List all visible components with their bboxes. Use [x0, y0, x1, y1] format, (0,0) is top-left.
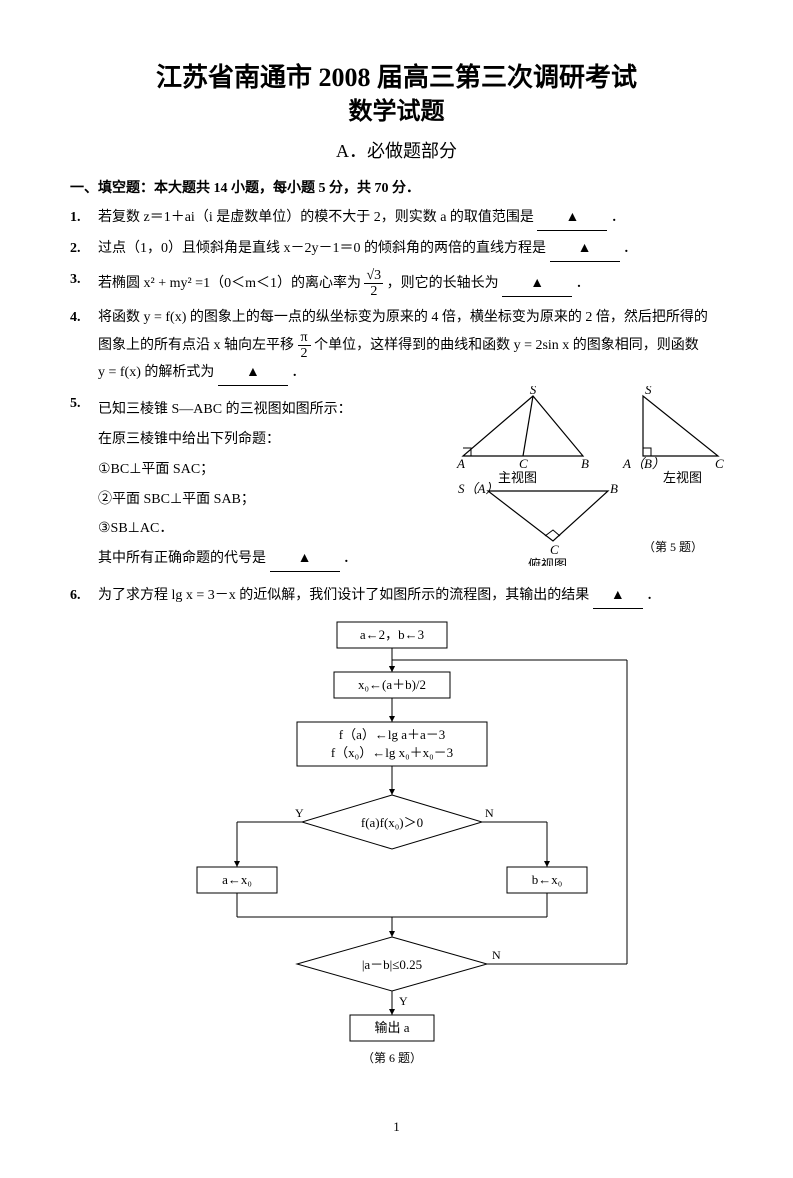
q6-post: ． [646, 588, 660, 603]
q5-tail-a: 其中所有正确命题的代号是 [98, 551, 266, 566]
q4-frac-top: π [298, 330, 311, 346]
svg-text:输出 a: 输出 a [374, 1020, 409, 1035]
q2-post: ． [623, 241, 637, 256]
q1-num: 1. [70, 206, 98, 231]
svg-text:B: B [610, 481, 618, 496]
doc-title: 江苏省南通市 2008 届高三第三次调研考试 [70, 60, 723, 96]
svg-text:C: C [550, 542, 559, 557]
q4-line2a: 图象上的所有点沿 x 轴向左平移 [98, 338, 298, 353]
q5-figure: S A C B 主视图 S A（B） C 左视图 [433, 386, 733, 575]
svg-text:C: C [715, 456, 724, 471]
question-5: 5. 已知三棱锥 S—ABC 的三视图如图所示： 在原三棱锥中给出下列命题： ①… [70, 392, 723, 578]
q4-line1: 将函数 y = f(x) 的图象上的每一点的纵坐标变为原来的 4 倍，横坐标变为… [98, 306, 723, 330]
q2-blank: ▲ [550, 237, 620, 262]
flowchart: a←2，b←3 x₀←(a＋b)/2 f（a）←lg a＋a－3 f（x₀）←l… [70, 617, 723, 1086]
question-1: 1. 若复数 z＝1＋ai（i 是虚数单位）的模不大于 2，则实数 a 的取值范… [70, 206, 723, 231]
svg-text:A（B）: A（B） [622, 456, 665, 471]
q4-num: 4. [70, 306, 98, 386]
svg-text:B: B [581, 456, 589, 471]
svg-text:Y: Y [295, 806, 304, 820]
q3-num: 3. [70, 268, 98, 300]
svg-text:S: S [530, 386, 537, 397]
svg-text:f(a)f(x₀)＞0: f(a)f(x₀)＞0 [360, 815, 422, 830]
q2-num: 2. [70, 237, 98, 262]
question-6: 6. 为了求方程 lg x = 3－x 的近似解，我们设计了如图所示的流程图，其… [70, 584, 723, 609]
svg-text:S: S [645, 386, 652, 397]
q3-pre: 若椭圆 x² + my² =1（0＜m＜1）的离心率为 [98, 276, 364, 291]
svg-text:主视图: 主视图 [498, 470, 537, 485]
q5-blank: ▲ [270, 547, 340, 572]
svg-text:f（a）←lg a＋a－3: f（a）←lg a＋a－3 [338, 727, 445, 742]
q2-text: 过点（1，0）且倾斜角是直线 x－2y－1＝0 的倾斜角的两倍的直线方程是 [98, 241, 546, 256]
svg-text:|a－b|≤0.25: |a－b|≤0.25 [361, 957, 421, 972]
flowchart-svg: a←2，b←3 x₀←(a＋b)/2 f（a）←lg a＋a－3 f（x₀）←l… [137, 617, 657, 1077]
q3-frac-top: √3 [364, 268, 383, 284]
question-2: 2. 过点（1，0）且倾斜角是直线 x－2y－1＝0 的倾斜角的两倍的直线方程是… [70, 237, 723, 262]
svg-text:N: N [492, 948, 501, 962]
q6-blank: ▲ [593, 584, 643, 609]
section1-instruction: 一、填空题：本大题共 14 小题，每小题 5 分，共 70 分． [70, 177, 723, 201]
svg-text:b←x₀: b←x₀ [531, 872, 562, 887]
q4-post: ． [291, 365, 305, 380]
q4-line3: y = f(x) 的解析式为 [98, 365, 214, 380]
q6-caption: （第 6 题） [361, 1051, 421, 1065]
doc-subtitle: 数学试题 [70, 96, 723, 130]
three-view-svg: S A C B 主视图 S A（B） C 左视图 [433, 386, 733, 566]
q5-caption: （第 5 题） [643, 540, 703, 554]
svg-text:S（A）: S（A） [458, 481, 498, 496]
q1-text: 若复数 z＝1＋ai（i 是虚数单位）的模不大于 2，则实数 a 的取值范围是 [98, 210, 534, 225]
svg-text:N: N [485, 806, 494, 820]
q4-blank: ▲ [218, 361, 288, 386]
section-a-label: A．必做题部分 [70, 136, 723, 167]
page-number: 1 [70, 1116, 723, 1138]
q3-blank: ▲ [502, 272, 572, 297]
q1-post: ． [611, 210, 625, 225]
q4-frac-bot: 2 [298, 346, 311, 361]
q1-blank: ▲ [537, 206, 607, 231]
q6-pre: 为了求方程 lg x = 3－x 的近似解，我们设计了如图所示的流程图，其输出的… [98, 588, 589, 603]
question-3: 3. 若椭圆 x² + my² =1（0＜m＜1）的离心率为 √3 2 ，则它的… [70, 268, 723, 300]
svg-text:Y: Y [399, 994, 408, 1008]
q3-mid: ，则它的长轴长为 [387, 276, 499, 291]
q5-tail-b: ． [343, 551, 357, 566]
svg-text:左视图: 左视图 [663, 470, 702, 485]
q5-num: 5. [70, 392, 98, 578]
q4-line2b: 个单位，这样得到的曲线和函数 y = 2sin x 的图象相同，则函数 [314, 338, 699, 353]
q3-frac-bot: 2 [364, 284, 383, 299]
q3-post: ． [576, 276, 590, 291]
svg-text:C: C [519, 456, 528, 471]
svg-text:俯视图: 俯视图 [528, 557, 567, 566]
question-4: 4. 将函数 y = f(x) 的图象上的每一点的纵坐标变为原来的 4 倍，横坐… [70, 306, 723, 386]
svg-text:a←2，b←3: a←2，b←3 [359, 627, 423, 642]
svg-text:x₀←(a＋b)/2: x₀←(a＋b)/2 [357, 677, 425, 692]
q6-num: 6. [70, 584, 98, 609]
svg-text:A: A [456, 456, 465, 471]
svg-text:a←x₀: a←x₀ [222, 872, 252, 887]
svg-text:f（x₀）←lg x₀＋x₀－3: f（x₀）←lg x₀＋x₀－3 [330, 745, 452, 760]
